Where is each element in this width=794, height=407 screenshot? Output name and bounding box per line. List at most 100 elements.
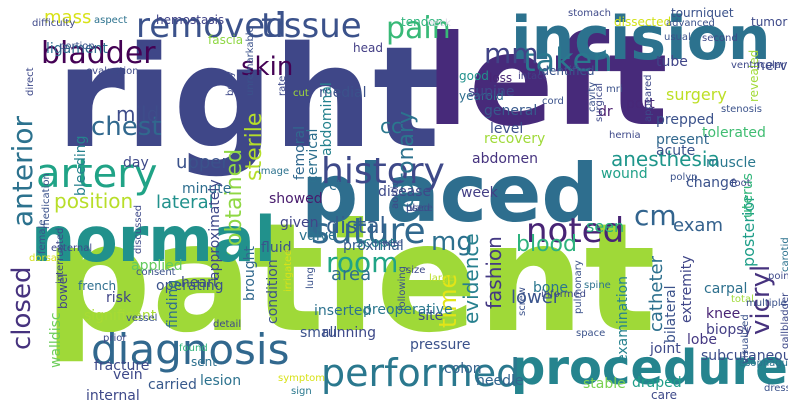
word: operating — [156, 278, 224, 294]
word: direct — [25, 67, 36, 96]
word: lesion — [200, 373, 242, 389]
word: dressing — [764, 383, 788, 394]
word: cervical — [305, 128, 321, 183]
word: polyp — [670, 172, 698, 183]
word: joint — [650, 341, 681, 357]
word: acute — [656, 143, 696, 159]
word: carpal — [704, 281, 748, 297]
word: port — [626, 96, 655, 112]
word: surgical — [594, 82, 605, 122]
word: dr — [598, 104, 613, 120]
word: fascia — [208, 33, 244, 47]
word: prior — [103, 333, 127, 344]
word: distal — [326, 214, 386, 239]
word: second — [702, 33, 738, 44]
word: intact — [518, 71, 547, 82]
word: procedure — [511, 340, 788, 396]
word: right — [56, 17, 440, 180]
word: medial — [319, 85, 367, 101]
word: lobe — [687, 332, 717, 348]
word: subcutaneous — [701, 348, 788, 364]
word: condition — [265, 259, 281, 324]
word: evidence — [459, 233, 483, 324]
word: removed — [136, 6, 287, 46]
word: consent — [136, 267, 176, 278]
word: recovery — [484, 131, 546, 147]
word: room — [326, 246, 399, 279]
word: surgery — [666, 85, 727, 104]
word: head — [353, 41, 383, 55]
word: pain — [386, 11, 451, 46]
word: portion — [59, 41, 95, 52]
word: hemostasis — [156, 13, 225, 27]
word: mild — [116, 102, 160, 126]
word: visualized — [740, 314, 751, 364]
word: tube — [656, 54, 688, 70]
word: given — [280, 215, 319, 231]
word: bone — [533, 280, 568, 296]
word: scope — [356, 235, 398, 251]
word: tissue — [261, 6, 362, 46]
word: advanced — [666, 18, 715, 29]
word: dorsal — [29, 253, 60, 264]
word: walldisc — [48, 312, 64, 368]
word: interrupted — [55, 227, 66, 284]
word: applied — [131, 258, 183, 274]
word: patient — [44, 192, 656, 366]
word: tendon — [401, 15, 444, 29]
word: week — [461, 185, 498, 201]
word: area — [331, 264, 372, 285]
word: finding — [165, 279, 181, 328]
word: anesthesia — [611, 147, 720, 171]
word: extremity — [679, 255, 695, 323]
word: discussed — [133, 204, 144, 254]
word: present — [656, 132, 710, 148]
word: used — [406, 203, 431, 214]
word: taken — [523, 41, 613, 79]
word: total — [731, 294, 754, 305]
word: mass — [44, 7, 92, 28]
word: normal — [31, 203, 277, 276]
word: sent — [191, 355, 217, 369]
word: approximately — [207, 179, 223, 280]
word: multiple — [746, 298, 787, 309]
word: placed — [301, 147, 599, 240]
word: risk — [106, 290, 132, 306]
word: heart — [181, 275, 219, 291]
word: pulmonary — [573, 260, 584, 314]
word: carotid — [780, 237, 788, 272]
word: vein — [113, 367, 143, 383]
word: size — [406, 265, 426, 276]
word: cut — [293, 88, 309, 99]
word: revealed — [747, 49, 761, 102]
word: general — [484, 103, 538, 119]
word: small — [300, 325, 338, 341]
word: running — [322, 325, 377, 341]
word: proximal — [343, 238, 404, 254]
word: artery — [36, 151, 158, 197]
word: exam — [673, 215, 723, 236]
word: stable — [583, 376, 626, 392]
word: incision — [511, 4, 771, 74]
word: pressure — [410, 337, 471, 353]
word: image — [258, 166, 290, 177]
word: fluid — [261, 240, 292, 256]
word: sign — [291, 386, 312, 397]
word: upper — [176, 152, 229, 173]
word: bilateral — [663, 285, 679, 343]
word: closed — [7, 266, 37, 350]
word: inserted — [314, 303, 372, 319]
word: wire — [382, 238, 404, 249]
word: detail — [213, 319, 242, 330]
word: yearold — [459, 89, 504, 103]
word: tourniquet — [671, 6, 734, 20]
word: hernia — [609, 130, 641, 141]
word: blood — [516, 232, 577, 257]
word: supine — [468, 84, 515, 100]
word: lower — [511, 287, 561, 308]
word: vessel — [126, 313, 158, 324]
word: usual — [664, 32, 691, 43]
word: cord — [542, 96, 564, 107]
word: internal — [86, 388, 140, 401]
word: difficulty — [32, 18, 76, 29]
